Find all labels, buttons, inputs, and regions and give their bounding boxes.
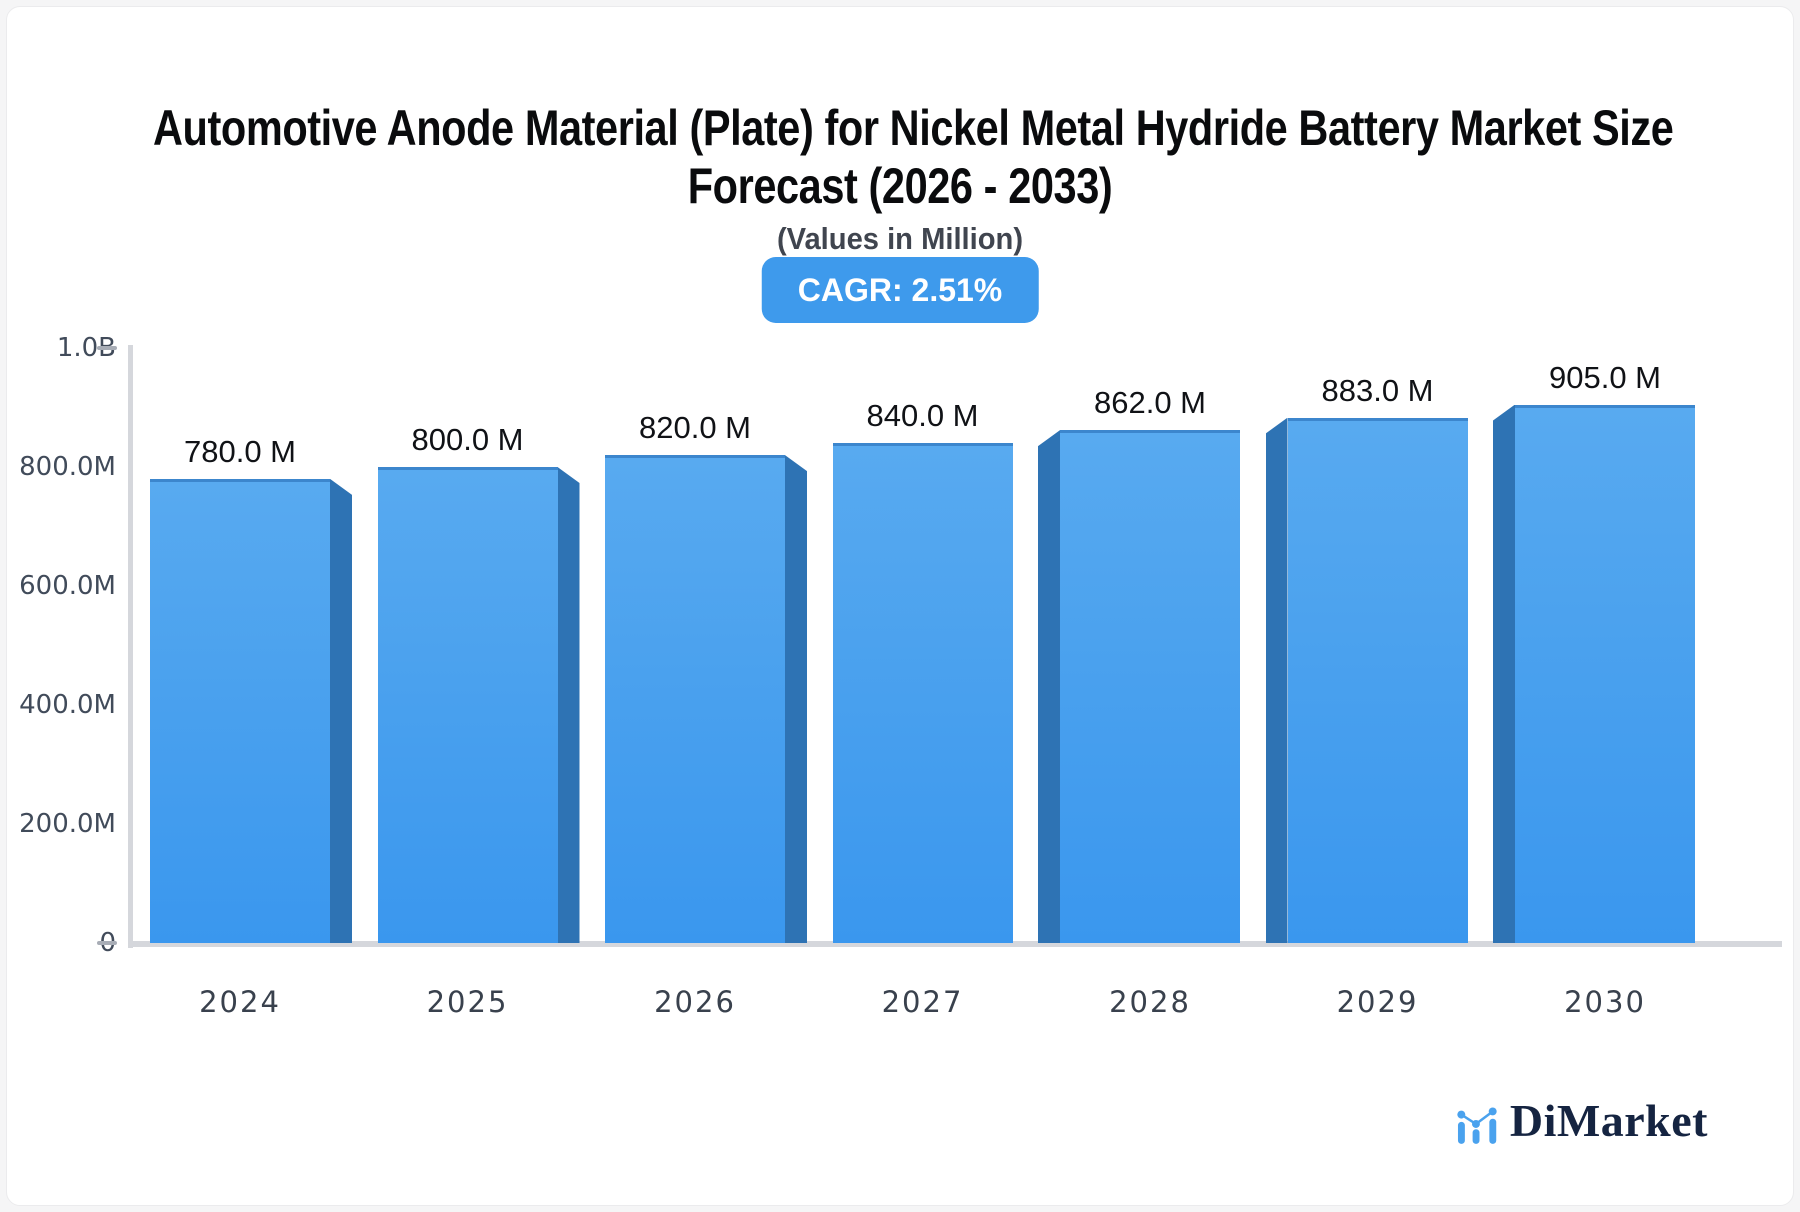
bar-value-label: 862.0 M	[1093, 385, 1207, 421]
x-axis-label-2024: 2024	[199, 985, 281, 1019]
bar-2029	[1287, 417, 1468, 943]
bar-value-label: 780.0 M	[183, 433, 297, 469]
bar-2027	[832, 443, 1013, 943]
x-axis-label-2028: 2028	[1109, 985, 1191, 1019]
bar-side-2029	[1265, 417, 1288, 943]
bar-chart-logo-icon	[1457, 1107, 1497, 1144]
y-tick-label: 600.0M	[19, 571, 116, 601]
cagr-badge: CAGR: 2.51%	[761, 257, 1039, 323]
y-tick-label: 400.0M	[19, 690, 116, 720]
bar-value-label: 905.0 M	[1548, 359, 1662, 395]
bar-2024	[150, 478, 330, 943]
bar-side-2024	[330, 478, 352, 943]
x-axis-label-2030: 2030	[1564, 985, 1646, 1019]
bar-2025	[377, 467, 558, 943]
bar-side-2026	[785, 455, 807, 943]
bar-value-label: 820.0 M	[638, 410, 752, 446]
chart-subtitle: (Values in Million)	[776, 221, 1024, 256]
x-axis-label-2026: 2026	[654, 985, 736, 1019]
x-axis-label-2027: 2027	[881, 985, 964, 1019]
y-tick-label: 200.0M	[19, 809, 116, 839]
page-title-line-2: Forecast (2026 - 2033)	[687, 158, 1113, 214]
x-axis-line	[128, 941, 1782, 947]
y-tick-dash	[97, 941, 117, 945]
dimarket-logo: DiMarket	[1454, 1098, 1708, 1144]
bar-value-label: 883.0 M	[1321, 372, 1434, 408]
bar-2026	[605, 455, 785, 943]
x-axis-label-2029: 2029	[1336, 985, 1419, 1019]
bar-2028	[1060, 430, 1240, 943]
logo-text: DiMarket	[1509, 1095, 1708, 1146]
x-axis-label-2025: 2025	[426, 985, 509, 1019]
bar-side-2025	[557, 467, 580, 943]
bar-value-label: 840.0 M	[866, 398, 979, 434]
y-tick-dash	[97, 346, 117, 350]
y-axis-line	[128, 345, 133, 948]
bar-side-2030	[1493, 404, 1515, 943]
bar-2030	[1515, 404, 1695, 943]
bar-value-label: 800.0 M	[411, 422, 524, 457]
y-tick-label: 800.0M	[19, 452, 116, 482]
bar-side-2028	[1038, 430, 1060, 943]
page-title-line-1: Automotive Anode Material (Plate) for Ni…	[153, 100, 1674, 156]
